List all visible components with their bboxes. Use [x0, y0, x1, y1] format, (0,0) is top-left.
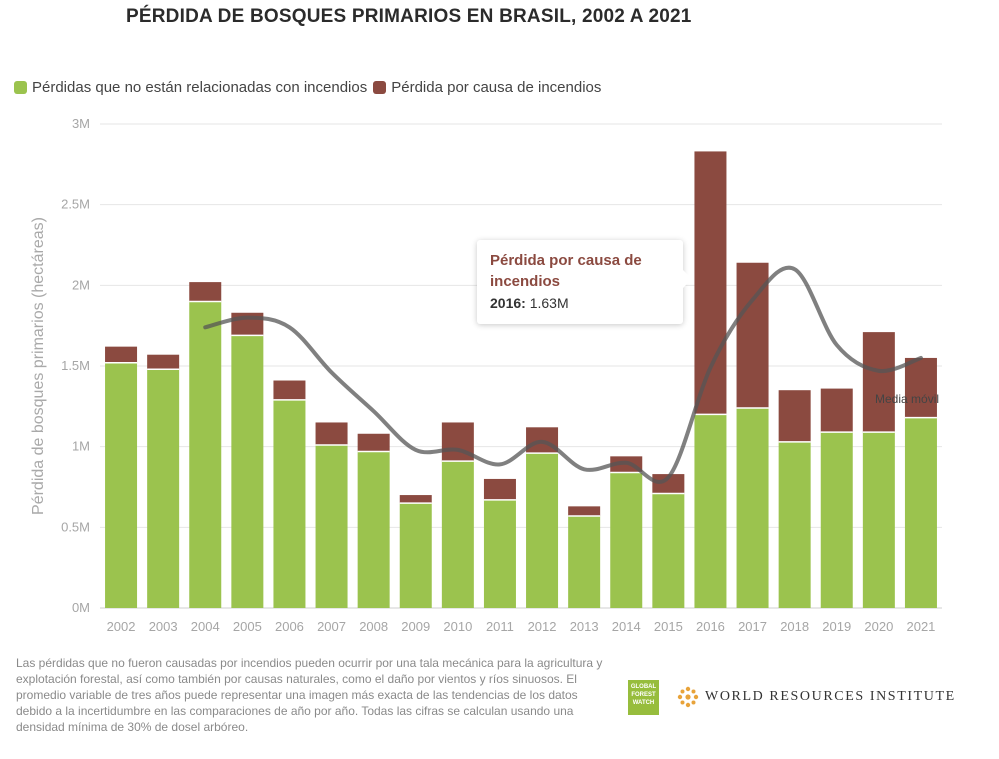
- x-tick-label: 2013: [570, 619, 599, 634]
- bar-fire[interactable]: [357, 433, 390, 452]
- x-tick-label: 2015: [654, 619, 683, 634]
- bar-non-fire[interactable]: [105, 362, 138, 608]
- bar-non-fire[interactable]: [441, 461, 474, 608]
- tooltip-value: 1.63M: [529, 295, 569, 311]
- tooltip-year: 2016:: [490, 295, 526, 311]
- bar-non-fire[interactable]: [568, 516, 601, 608]
- legend: Pérdidas que no están relacionadas con i…: [14, 79, 607, 96]
- bar-non-fire[interactable]: [483, 499, 516, 608]
- bar-non-fire[interactable]: [904, 417, 937, 608]
- bar-fire[interactable]: [147, 354, 180, 370]
- bar-fire[interactable]: [694, 151, 727, 415]
- bar-fire[interactable]: [189, 282, 222, 302]
- footnote: Las pérdidas que no fueron causadas por …: [16, 656, 603, 734]
- moving-average-label: Media móvil: [875, 392, 939, 406]
- bar-fire[interactable]: [652, 474, 685, 494]
- chart-plot: 0M 0.5M 1M 1.5M 2M 2.5M 3M 2002 2003 2004 2005 200…: [30, 116, 942, 634]
- bar-fire[interactable]: [904, 357, 937, 418]
- x-tick-label: 2017: [738, 619, 767, 634]
- chart-title: PÉRDIDA DE BOSQUES PRIMARIOS EN BRASIL, …: [126, 6, 692, 27]
- bar-non-fire[interactable]: [526, 453, 559, 608]
- bar-non-fire[interactable]: [399, 503, 432, 608]
- tooltip-value-row: 2016: 1.63M: [490, 295, 569, 311]
- tooltip-arrow: [683, 270, 692, 288]
- gfw-logo[interactable]: GLOBAL FOREST WATCH: [628, 680, 659, 715]
- bar-non-fire[interactable]: [736, 407, 769, 608]
- x-tick-label: 2020: [864, 619, 893, 634]
- x-tick-label: 2019: [822, 619, 851, 634]
- bar-non-fire[interactable]: [610, 472, 643, 608]
- moving-average-line: [203, 265, 923, 484]
- legend-label-non-fire: Pérdidas que no están relacionadas con i…: [32, 79, 368, 96]
- bar-non-fire[interactable]: [315, 445, 348, 608]
- y-tick-label: 0M: [72, 600, 90, 615]
- bar-fire[interactable]: [483, 478, 516, 500]
- tooltip: Pérdida por causa de incendios 2016: 1.6…: [477, 240, 692, 324]
- bar-fire[interactable]: [568, 506, 601, 517]
- bar-non-fire[interactable]: [820, 432, 853, 608]
- bar-fire[interactable]: [105, 346, 138, 363]
- legend-item-non-fire[interactable]: Pérdidas que no están relacionadas con i…: [14, 79, 367, 96]
- y-tick-label: 1.5M: [61, 358, 90, 373]
- x-tick-label: 2007: [317, 619, 346, 634]
- bar-fire[interactable]: [315, 422, 348, 446]
- bar-fire[interactable]: [399, 495, 432, 504]
- bar-non-fire[interactable]: [778, 441, 811, 608]
- tooltip-title: Pérdida por causa de incendios: [490, 252, 642, 290]
- y-tick-label: 2M: [72, 277, 90, 292]
- bar-non-fire[interactable]: [231, 335, 264, 608]
- bar-fire[interactable]: [820, 388, 853, 433]
- x-tick-label: 2002: [107, 619, 136, 634]
- y-tick-label: 0.5M: [61, 519, 90, 534]
- y-tick-label: 3M: [72, 116, 90, 131]
- x-tick-label: 2009: [401, 619, 430, 634]
- x-tick-label: 2008: [359, 619, 388, 634]
- bar-non-fire[interactable]: [862, 432, 895, 608]
- y-axis-label: Pérdida de bosques primarios (hectáreas): [30, 217, 47, 515]
- wri-logo[interactable]: WORLD RESOURCES INSTITUTE: [677, 686, 956, 708]
- x-tick-label: 2011: [486, 619, 514, 634]
- bar-non-fire[interactable]: [189, 301, 222, 608]
- bar-non-fire[interactable]: [357, 451, 390, 608]
- bar-non-fire[interactable]: [652, 493, 685, 608]
- bar-fire[interactable]: [778, 390, 811, 442]
- x-tick-label: 2021: [906, 619, 935, 634]
- x-tick-label: 2006: [275, 619, 304, 634]
- bar-non-fire[interactable]: [694, 414, 727, 608]
- legend-swatch-non-fire: [14, 81, 27, 94]
- x-tick-label: 2014: [612, 619, 641, 634]
- bar-fire[interactable]: [273, 380, 306, 400]
- x-tick-label: 2010: [443, 619, 472, 634]
- legend-item-fire[interactable]: Pérdida por causa de incendios: [373, 79, 601, 96]
- bar-non-fire[interactable]: [273, 399, 306, 608]
- y-tick-label: 2.5M: [61, 197, 90, 212]
- legend-swatch-fire: [373, 81, 387, 94]
- y-tick-label: 1M: [72, 439, 90, 454]
- wri-emblem-icon: [677, 686, 699, 708]
- x-tick-label: 2004: [191, 619, 220, 634]
- x-tick-label: 2012: [528, 619, 557, 634]
- x-tick-label: 2003: [149, 619, 178, 634]
- bar-non-fire[interactable]: [147, 369, 180, 608]
- x-tick-label: 2005: [233, 619, 262, 634]
- wri-logo-text: WORLD RESOURCES INSTITUTE: [705, 689, 956, 704]
- x-tick-label: 2016: [696, 619, 725, 634]
- bar-fire[interactable]: [862, 332, 895, 433]
- legend-label-fire: Pérdida por causa de incendios: [391, 79, 602, 96]
- x-tick-label: 2018: [780, 619, 809, 634]
